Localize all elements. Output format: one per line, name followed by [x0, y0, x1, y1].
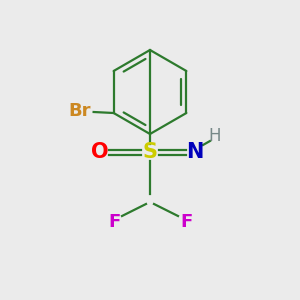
Text: F: F: [108, 213, 120, 231]
Text: S: S: [142, 142, 158, 162]
Text: Br: Br: [68, 102, 91, 120]
Text: O: O: [91, 142, 109, 162]
Text: N: N: [186, 142, 204, 162]
Text: H: H: [209, 127, 221, 145]
Text: F: F: [180, 213, 192, 231]
